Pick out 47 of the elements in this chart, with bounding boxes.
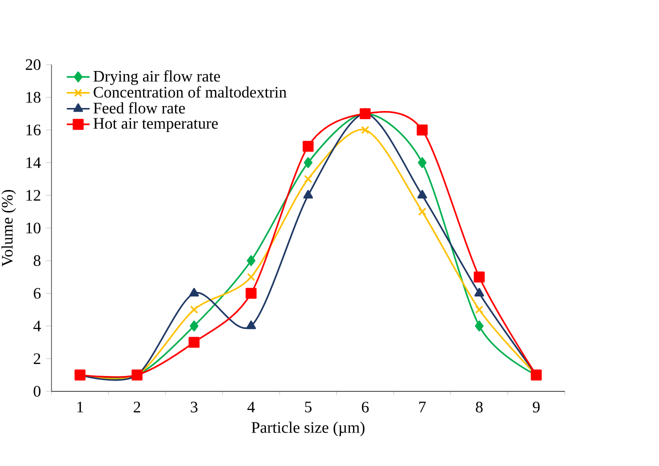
point <box>474 320 484 332</box>
y-tick-label: 20 <box>26 59 40 70</box>
legend-label: Drying air flow rate <box>94 70 220 85</box>
x-tick-label: 2 <box>134 402 140 412</box>
point <box>303 190 313 198</box>
x-axis-title: Particle size (µm) <box>252 422 364 436</box>
x-tick-label: 8 <box>476 402 483 413</box>
y-tick-label: 10 <box>26 222 40 234</box>
point <box>361 126 370 134</box>
point <box>189 288 199 296</box>
y-tick-label: 2 <box>34 353 40 364</box>
point <box>247 272 256 282</box>
point <box>474 272 485 282</box>
point <box>304 174 312 184</box>
point <box>190 320 198 332</box>
point <box>418 157 427 168</box>
y-tick-label: 6 <box>34 288 41 299</box>
y-axis-title: Volume (%) <box>1 190 16 267</box>
point <box>246 320 256 330</box>
legend-label: Feed flow rate <box>94 102 185 114</box>
point <box>190 306 198 314</box>
x-tick-label: 9 <box>532 402 540 412</box>
y-tick-label: 18 <box>26 92 40 103</box>
y-tick-label: 8 <box>34 255 40 266</box>
x-tick-label: 5 <box>305 402 312 412</box>
point <box>302 140 314 152</box>
y-tick-label: 4 <box>33 320 41 332</box>
legend-label: Concentration of maltodextrin <box>94 86 287 98</box>
point <box>188 336 200 348</box>
point <box>246 288 257 299</box>
point <box>475 306 484 314</box>
point <box>418 208 426 216</box>
point <box>474 288 484 296</box>
x-tick-label: 6 <box>362 402 369 412</box>
y-tick-label: 0 <box>34 386 40 397</box>
y-tick-label: 12 <box>26 190 40 201</box>
legend-label: Hot air temperature <box>94 118 218 132</box>
x-tick-label: 7 <box>419 402 426 412</box>
x-tick-label: 1 <box>77 402 84 412</box>
point <box>304 157 312 168</box>
y-tick-label: 14 <box>26 157 41 168</box>
point <box>246 255 256 266</box>
x-tick-label: 3 <box>190 402 198 412</box>
point <box>416 124 428 136</box>
x-tick-label: 4 <box>247 402 255 412</box>
point <box>417 190 428 198</box>
y-tick-label: 16 <box>26 124 41 136</box>
